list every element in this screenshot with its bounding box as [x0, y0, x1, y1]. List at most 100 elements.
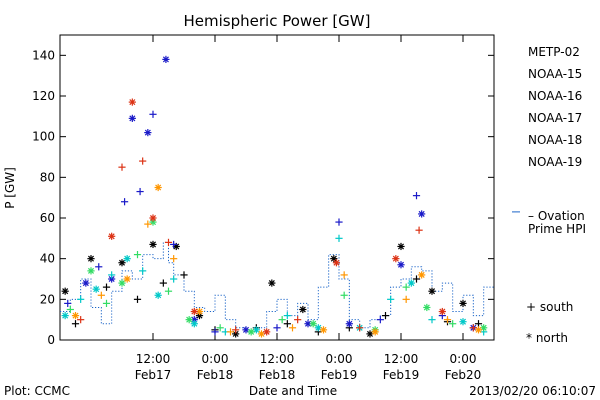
x-tick-label-date: Feb17 — [135, 368, 172, 382]
y-tick-label: 100 — [32, 130, 55, 144]
data-point-south — [102, 283, 111, 291]
ovation-legend-line2: Prime HPI — [528, 222, 586, 236]
data-point-north — [92, 285, 100, 293]
y-tick-label: 80 — [40, 170, 55, 184]
data-point-north — [190, 320, 198, 328]
x-axis-label: Date and Time — [249, 384, 337, 398]
data-point-north — [87, 267, 95, 275]
data-point-north — [162, 55, 170, 63]
data-point-north — [128, 114, 136, 122]
data-point-south — [415, 226, 423, 234]
data-point-south — [412, 192, 421, 200]
data-point-north — [247, 328, 255, 336]
footer-plot-credit: Plot: CCMC — [4, 384, 70, 398]
data-point-south — [139, 267, 147, 275]
legend-south-symbol: + south — [526, 300, 573, 314]
y-tick-label: 20 — [40, 292, 55, 306]
data-point-north — [299, 305, 307, 314]
data-point-north — [474, 326, 483, 334]
data-point-north — [82, 279, 90, 287]
data-point-north — [123, 255, 131, 263]
ovation-hpi-line — [60, 241, 494, 333]
data-point-south — [164, 238, 173, 246]
legend-entry-noaa-17: NOAA-17 — [528, 111, 582, 125]
y-tick-label: 140 — [32, 48, 55, 62]
data-point-north — [309, 320, 317, 328]
data-point-south — [211, 328, 219, 336]
data-point-north — [345, 320, 353, 328]
data-point-south — [278, 316, 286, 324]
x-tick-label-time: 0:00 — [326, 352, 353, 366]
data-point-north — [71, 312, 80, 320]
data-point-south — [387, 295, 395, 303]
data-point-south — [144, 220, 152, 228]
y-tick-label: 40 — [40, 252, 55, 266]
legend-entry-noaa-15: NOAA-15 — [528, 67, 582, 81]
legend-entry-noaa-19: NOAA-19 — [528, 155, 582, 169]
data-point-south — [469, 324, 477, 332]
x-tick-label-time: 0:00 — [202, 352, 229, 366]
data-point-south — [428, 316, 436, 324]
data-point-south — [402, 283, 410, 291]
data-point-north — [268, 279, 276, 287]
data-point-south — [288, 324, 297, 332]
data-point-north — [87, 255, 95, 263]
x-tick-label-time: 12:00 — [260, 352, 295, 366]
data-point-south — [226, 328, 235, 336]
data-point-south — [108, 271, 116, 279]
data-point-south — [133, 295, 142, 303]
data-point-south — [232, 326, 240, 334]
data-point-north — [392, 255, 400, 263]
data-point-south — [139, 157, 147, 165]
data-point-south — [170, 275, 178, 283]
data-point-north — [407, 279, 415, 287]
data-point-north — [128, 98, 136, 106]
data-point-north — [319, 326, 328, 334]
data-point-north — [154, 291, 162, 299]
data-point-north — [304, 320, 312, 328]
data-point-south — [95, 263, 103, 271]
legend-north-symbol: * north — [526, 331, 568, 345]
y-tick-label: 60 — [40, 211, 55, 225]
x-tick-label-date: Feb18 — [259, 368, 296, 382]
plot-frame — [59, 34, 495, 341]
data-point-south — [180, 271, 188, 279]
series-noaa-19 — [77, 98, 477, 336]
data-point-north — [397, 242, 405, 251]
data-points — [61, 55, 488, 338]
data-point-south — [71, 320, 80, 328]
series-noaa-18 — [71, 183, 483, 338]
data-point-south — [170, 255, 178, 263]
data-point-south — [120, 198, 129, 206]
legend-entry-noaa-18: NOAA-18 — [528, 133, 582, 147]
data-point-north — [423, 303, 431, 312]
legend-entry-noaa-16: NOAA-16 — [528, 89, 582, 103]
data-point-north — [61, 287, 69, 295]
data-point-south — [136, 187, 144, 196]
data-point-north — [144, 129, 152, 137]
data-point-south — [97, 291, 105, 299]
data-point-north — [108, 232, 116, 240]
data-point-north — [118, 279, 126, 287]
data-point-south — [77, 316, 85, 324]
ovation-legend-line1: – Ovation — [528, 209, 585, 223]
x-tick-label-date: Feb18 — [197, 368, 234, 382]
data-point-south — [294, 316, 302, 324]
data-point-north — [149, 240, 157, 249]
x-axis: 12:00 Feb17 0:00 Feb18 12:00 Feb18 0:00 Feb19 12… — [135, 35, 481, 382]
data-point-north — [397, 261, 405, 269]
data-point-south — [102, 299, 111, 307]
data-point-north — [190, 307, 198, 316]
data-point-south — [381, 312, 390, 320]
data-point-south — [216, 324, 224, 332]
data-point-south — [376, 316, 384, 324]
data-point-north — [330, 255, 338, 263]
data-point-north — [438, 307, 446, 316]
data-point-north — [61, 312, 69, 320]
data-point-north — [154, 183, 162, 192]
y-axis: 0 20 40 60 80 100 120 140 — [32, 48, 494, 347]
data-point-south — [402, 295, 410, 303]
data-point-south — [443, 316, 452, 324]
legend: METP-02 NOAA-15 NOAA-16 NOAA-17 NOAA-18 NOAA-… — [528, 45, 582, 169]
data-point-north — [332, 259, 341, 267]
